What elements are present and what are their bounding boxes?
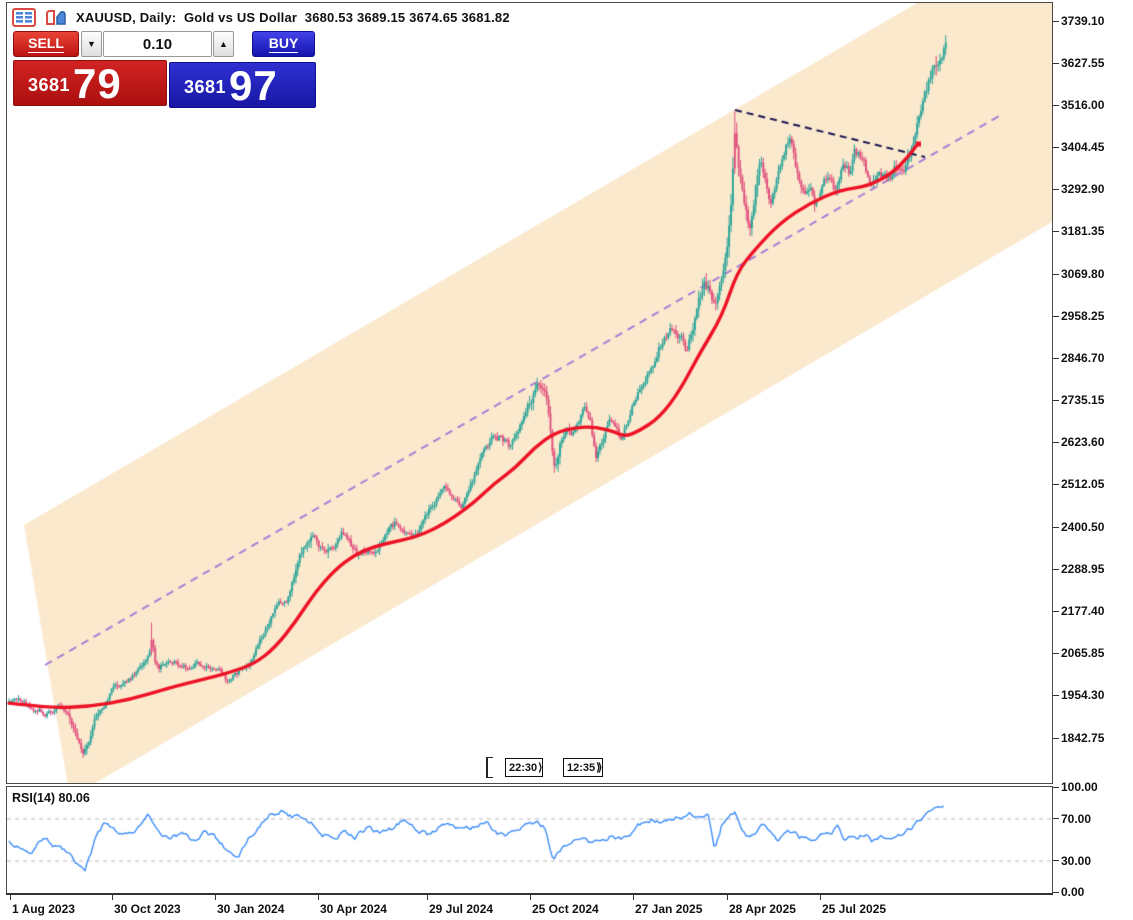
price-tick	[1053, 568, 1059, 570]
price-axis-label: 3516.00	[1061, 97, 1105, 112]
rsi-tick	[1053, 860, 1059, 861]
time-tick	[112, 895, 113, 900]
price-axis-label: 2735.15	[1061, 393, 1105, 408]
flag-chevron-icon: ⟩	[538, 762, 543, 774]
time-tick	[10, 895, 11, 900]
sell-price-big: 79	[73, 59, 122, 107]
price-tick	[1053, 526, 1059, 528]
price-axis-label: 3404.45	[1061, 140, 1105, 155]
session-time-flag-start: 22:30 ⟩	[505, 758, 544, 777]
rsi-axis-label: 0.00	[1061, 885, 1085, 899]
time-axis-line	[6, 893, 1053, 895]
price-axis-label: 2623.60	[1061, 435, 1105, 450]
volume-up-icon: ▲	[219, 39, 228, 49]
price-chart-canvas[interactable]	[7, 3, 1052, 783]
price-tick	[1053, 400, 1059, 402]
price-tick	[1053, 653, 1059, 655]
price-tick	[1053, 611, 1059, 612]
time-axis-label: 30 Apr 2024	[320, 902, 387, 916]
time-axis-label: 27 Jan 2025	[635, 902, 703, 916]
price-axis-label: 2846.70	[1061, 350, 1105, 365]
time-axis-label: 1 Aug 2023	[12, 902, 75, 916]
buy-price-big: 97	[229, 61, 278, 109]
price-tick	[1053, 189, 1059, 191]
rsi-tick	[1053, 891, 1059, 893]
price-tick	[1053, 147, 1059, 149]
price-axis-label: 2958.25	[1061, 308, 1105, 323]
time-axis-label: 29 Jul 2024	[429, 902, 494, 916]
price-tick	[1053, 231, 1059, 233]
sell-button[interactable]: SELL	[13, 31, 79, 57]
price-tick	[1053, 62, 1059, 64]
time-tick	[215, 895, 216, 900]
one-click-trading-panel: SELL ▼ ▲ BUY 3681 79 3681 97	[12, 31, 317, 109]
time-axis-label: 25 Jul 2025	[822, 902, 887, 916]
rsi-tick	[1053, 818, 1059, 819]
price-axis-label: 2177.40	[1061, 604, 1105, 618]
time-tick	[820, 895, 821, 900]
rsi-axis-label: 30.00	[1061, 853, 1092, 868]
market-watch-icon[interactable]	[12, 7, 36, 27]
volume-increase-button[interactable]: ▲	[213, 31, 234, 57]
time-tick	[633, 895, 634, 900]
price-tick	[1053, 20, 1059, 22]
price-axis-label: 3292.90	[1061, 182, 1105, 197]
session-start-time: 22:30	[509, 761, 538, 774]
buy-button-label: BUY	[268, 35, 299, 53]
sell-button-label: SELL	[28, 35, 64, 53]
time-tick	[427, 895, 428, 900]
time-axis-label: 25 Oct 2024	[532, 902, 599, 916]
chart-title: XAUUSD, Daily: Gold vs US Dollar 3680.53…	[76, 9, 510, 25]
price-axis-label: 1842.75	[1061, 730, 1105, 745]
main-chart-panel	[6, 2, 1053, 784]
session-end-time: 12:35	[567, 761, 596, 774]
rsi-axis-label: 70.00	[1061, 811, 1092, 826]
time-tick	[530, 895, 531, 900]
rsi-canvas[interactable]	[7, 787, 1052, 893]
time-tick	[318, 895, 319, 900]
rsi-indicator-label: RSI(14) 80.06	[12, 791, 90, 805]
price-axis-label: 1954.30	[1061, 688, 1105, 703]
price-axis-label: 2065.85	[1061, 646, 1105, 661]
sell-price-prefix: 3681	[28, 75, 71, 95]
sell-price-display[interactable]: 3681 79	[13, 60, 167, 106]
time-axis-label: 30 Jan 2024	[217, 902, 285, 916]
price-axis-label: 3069.80	[1061, 266, 1105, 281]
flag-chevron-icon: ⟫	[596, 762, 602, 774]
time-axis-label: 30 Oct 2023	[114, 902, 181, 916]
time-tick	[727, 895, 728, 900]
chart-titlebar: XAUUSD, Daily: Gold vs US Dollar 3680.53…	[12, 6, 510, 28]
price-tick	[1053, 737, 1059, 739]
time-axis-label: 28 Apr 2025	[729, 902, 796, 916]
volume-input[interactable]	[103, 31, 212, 57]
price-tick	[1053, 695, 1059, 697]
volume-decrease-button[interactable]: ▼	[81, 31, 102, 57]
rsi-tick	[1053, 786, 1059, 788]
buy-button[interactable]: BUY	[252, 31, 315, 57]
price-axis-label: 2512.05	[1061, 477, 1105, 492]
price-axis-label: 2288.95	[1061, 561, 1105, 576]
price-axis-label: 3739.10	[1061, 13, 1105, 28]
rsi-axis-label: 100.00	[1061, 780, 1098, 794]
price-tick	[1053, 315, 1059, 317]
price-tick	[1053, 357, 1059, 359]
price-tick	[1053, 442, 1059, 444]
buy-price-prefix: 3681	[184, 77, 227, 97]
volume-down-icon: ▼	[87, 39, 96, 49]
price-tick	[1053, 273, 1059, 275]
price-axis-label: 3181.35	[1061, 224, 1105, 239]
chart-type-icon[interactable]	[44, 8, 68, 27]
session-time-flag-end: 12:35 ⟫	[563, 758, 604, 777]
buy-price-display[interactable]: 3681 97	[169, 62, 316, 108]
price-axis-label: 3627.55	[1061, 55, 1105, 70]
price-tick	[1053, 104, 1059, 106]
rsi-panel	[6, 786, 1053, 894]
range-bracket-marker	[486, 757, 493, 778]
price-axis-label: 2400.50	[1061, 519, 1105, 534]
price-tick	[1053, 484, 1059, 486]
